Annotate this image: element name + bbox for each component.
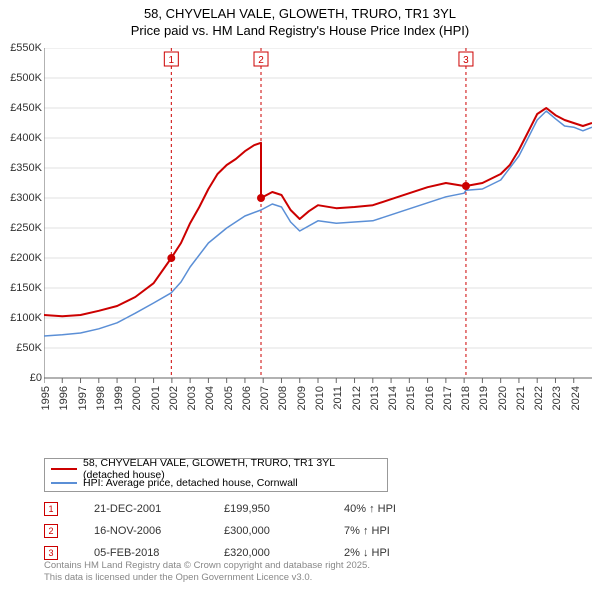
sale-price: £320,000 (224, 547, 344, 559)
x-tick-label: 2006 (241, 386, 253, 410)
sale-date: 05-FEB-2018 (94, 547, 224, 559)
chart-container: 58, CHYVELAH VALE, GLOWETH, TRURO, TR1 3… (0, 0, 600, 590)
x-tick-label: 2007 (259, 386, 271, 410)
sale-delta: 40% ↑ HPI (344, 503, 464, 515)
legend-label-hpi: HPI: Average price, detached house, Corn… (83, 477, 298, 489)
x-tick-label: 2000 (131, 386, 143, 410)
svg-text:3: 3 (463, 55, 469, 66)
x-tick-label: 2004 (204, 386, 216, 410)
sale-date: 16-NOV-2006 (94, 525, 224, 537)
x-tick-label: 2017 (442, 386, 454, 410)
y-tick-label: £350K (0, 162, 42, 174)
sale-delta: 2% ↓ HPI (344, 547, 464, 559)
sale-marker: 3 (44, 546, 58, 560)
x-tick-label: 2009 (296, 386, 308, 410)
x-tick-label: 2002 (168, 386, 180, 410)
y-tick-label: £50K (0, 342, 42, 354)
legend-item-property: 58, CHYVELAH VALE, GLOWETH, TRURO, TR1 3… (51, 462, 381, 476)
x-tick-label: 2014 (387, 386, 399, 410)
y-tick-label: £400K (0, 132, 42, 144)
x-tick-label: 2021 (515, 386, 527, 410)
x-tick-label: 2023 (551, 386, 563, 410)
x-tick-label: 1997 (77, 386, 89, 410)
x-tick-label: 2016 (424, 386, 436, 410)
sale-price: £199,950 (224, 503, 344, 515)
x-tick-label: 1999 (113, 386, 125, 410)
svg-text:2: 2 (258, 55, 264, 66)
sale-marker: 1 (44, 502, 58, 516)
y-tick-label: £0 (0, 372, 42, 384)
chart-area: 1 2 3 (44, 48, 592, 416)
x-tick-label: 2019 (478, 386, 490, 410)
y-tick-label: £300K (0, 192, 42, 204)
legend-swatch-property (51, 468, 77, 470)
x-tick-label: 2008 (277, 386, 289, 410)
title-subtitle: Price paid vs. HM Land Registry's House … (0, 23, 600, 40)
x-tick-label: 1998 (95, 386, 107, 410)
sale-row: 1 21-DEC-2001£199,95040% ↑ HPI (44, 498, 464, 520)
svg-text:1: 1 (169, 55, 175, 66)
x-tick-label: 2022 (533, 386, 545, 410)
y-tick-label: £550K (0, 42, 42, 54)
sale-row: 2 16-NOV-2006£300,0007% ↑ HPI (44, 520, 464, 542)
footer-line1: Contains HM Land Registry data © Crown c… (44, 560, 370, 572)
sale-delta: 7% ↑ HPI (344, 525, 464, 537)
sale-marker: 2 (44, 524, 58, 538)
y-tick-label: £500K (0, 72, 42, 84)
x-tick-label: 2020 (497, 386, 509, 410)
title-address: 58, CHYVELAH VALE, GLOWETH, TRURO, TR1 3… (0, 6, 600, 23)
footer-note: Contains HM Land Registry data © Crown c… (44, 560, 370, 584)
x-tick-label: 2015 (405, 386, 417, 410)
x-tick-label: 1996 (58, 386, 70, 410)
x-tick-label: 2013 (369, 386, 381, 410)
y-tick-label: £250K (0, 222, 42, 234)
y-tick-label: £200K (0, 252, 42, 264)
x-tick-label: 2010 (314, 386, 326, 410)
x-tick-label: 1995 (40, 386, 52, 410)
x-tick-label: 2018 (460, 386, 472, 410)
y-tick-label: £150K (0, 282, 42, 294)
line-chart: 1 2 3 (44, 48, 592, 416)
sale-date: 21-DEC-2001 (94, 503, 224, 515)
footer-line2: This data is licensed under the Open Gov… (44, 572, 370, 584)
y-tick-label: £100K (0, 312, 42, 324)
x-tick-label: 2001 (150, 386, 162, 410)
x-tick-label: 2003 (186, 386, 198, 410)
x-tick-label: 2012 (351, 386, 363, 410)
x-tick-label: 2011 (332, 386, 344, 410)
legend: 58, CHYVELAH VALE, GLOWETH, TRURO, TR1 3… (44, 458, 388, 492)
x-tick-label: 2005 (223, 386, 235, 410)
sale-table: 1 21-DEC-2001£199,95040% ↑ HPI 2 16-NOV-200… (44, 498, 464, 564)
x-tick-label: 2024 (570, 386, 582, 410)
sale-price: £300,000 (224, 525, 344, 537)
legend-swatch-hpi (51, 482, 77, 484)
y-tick-label: £450K (0, 102, 42, 114)
title-block: 58, CHYVELAH VALE, GLOWETH, TRURO, TR1 3… (0, 0, 600, 40)
